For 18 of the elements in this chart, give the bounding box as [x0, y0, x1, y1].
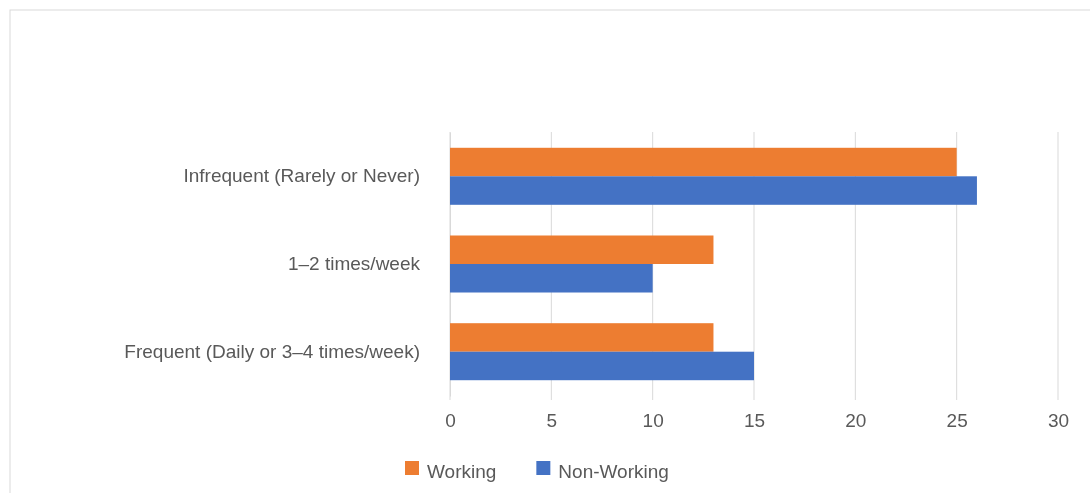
- bar: [450, 235, 714, 264]
- y-tick-label: 1–2 times/week: [287, 253, 421, 275]
- x-tick-label: 5: [546, 410, 558, 432]
- x-tick-label: 30: [1047, 410, 1070, 432]
- x-tick-label: 25: [946, 410, 968, 432]
- legend-label: Working: [427, 461, 497, 482]
- bar: [450, 351, 754, 381]
- bar: [450, 176, 977, 205]
- x-tick-label: 20: [845, 410, 867, 432]
- bar: [450, 323, 714, 352]
- bar: [450, 147, 957, 177]
- y-tick-label: Infrequent (Rarely or Never): [183, 165, 420, 187]
- y-tick-label: Frequent (Daily or 3–4 times/week): [124, 340, 420, 362]
- x-tick-label: 15: [743, 410, 766, 432]
- x-tick-label: 0: [445, 410, 456, 432]
- legend-label: Non-Working: [558, 461, 669, 482]
- bar: [450, 264, 653, 293]
- x-tick-label: 10: [642, 410, 664, 432]
